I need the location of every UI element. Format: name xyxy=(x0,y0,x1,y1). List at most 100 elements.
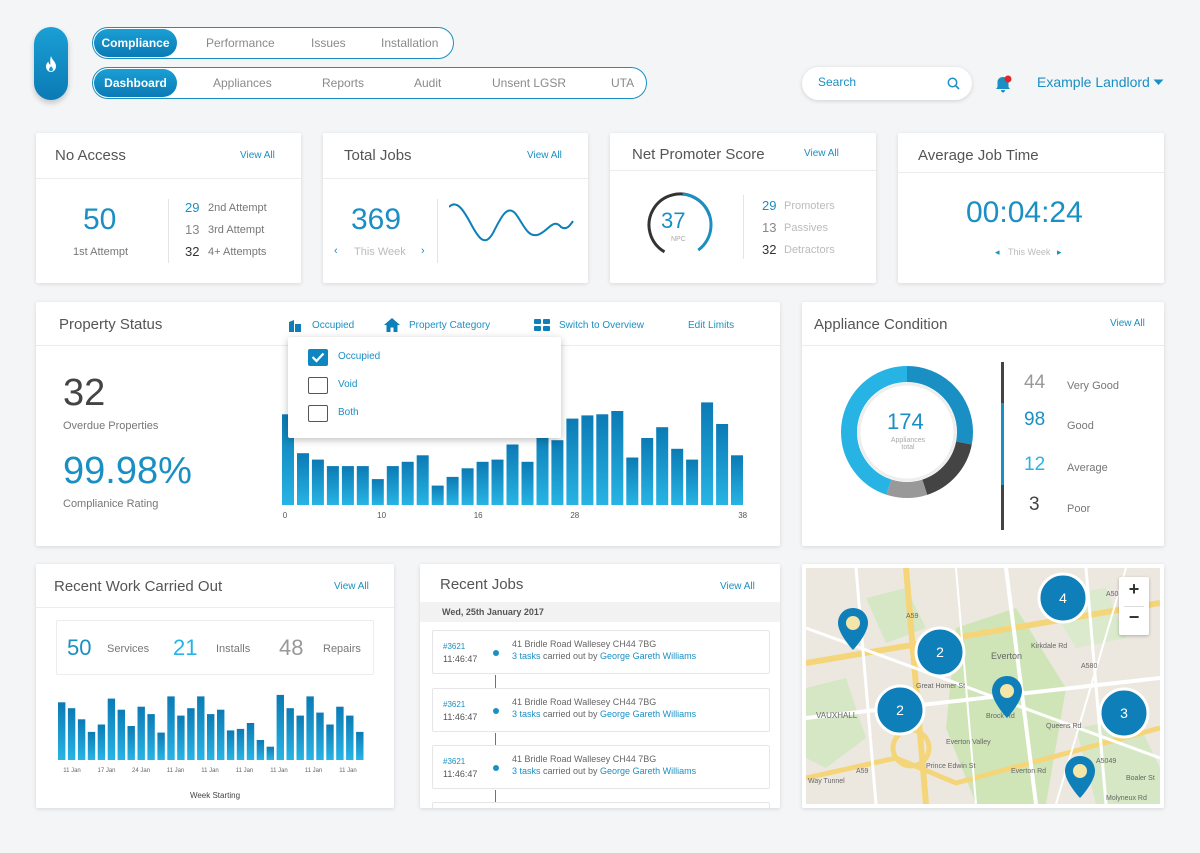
edit-limits-link[interactable]: Edit Limits xyxy=(688,320,735,331)
zoom-out-button[interactable]: − xyxy=(1128,607,1140,627)
map-label: Everton Valley xyxy=(946,739,991,746)
third-attempt-value: 13 xyxy=(185,222,200,237)
map-pin-icon[interactable] xyxy=(992,676,1022,718)
map-label: A5089 xyxy=(1106,591,1126,598)
chevron-down-icon[interactable] xyxy=(1153,79,1164,86)
card-title: Property Status xyxy=(59,316,163,333)
map-cluster[interactable]: 4 xyxy=(1037,572,1089,624)
map-label: Prince Edwin St xyxy=(926,763,975,770)
property-bar xyxy=(536,429,549,505)
search-input[interactable] xyxy=(818,75,938,89)
map-cluster[interactable]: 2 xyxy=(914,626,966,678)
map-cluster[interactable]: 2 xyxy=(874,684,926,736)
void-checkbox[interactable] xyxy=(308,377,328,394)
work-bar xyxy=(306,696,314,760)
tab-audit[interactable]: Audit xyxy=(414,76,442,90)
map-view[interactable]: Everton VAUXHALL A5089 A59 A580 Brock Rd… xyxy=(806,568,1160,804)
engineer-link[interactable]: George Gareth Williams xyxy=(600,709,697,719)
work-bar xyxy=(137,706,145,760)
card-title: Appliance Condition xyxy=(814,316,948,333)
view-all-link[interactable]: View All xyxy=(720,581,755,592)
x-tick-label: 11 Jan xyxy=(305,768,323,774)
view-all-link[interactable]: View All xyxy=(527,150,562,161)
job-item[interactable]: #3621 11:46:47 41 Bridle Road Wallesey C… xyxy=(432,630,770,674)
second-attempt-label: 2nd Attempt xyxy=(208,202,267,214)
nps-gauge xyxy=(647,192,713,258)
occupied-option[interactable]: Occupied xyxy=(338,351,381,362)
x-tick-label: 16 xyxy=(474,511,483,520)
prev-week-arrow[interactable]: ‹ xyxy=(334,245,338,257)
next-week-arrow[interactable]: › xyxy=(421,245,425,257)
tab-appliances[interactable]: Appliances xyxy=(213,76,272,90)
view-all-link[interactable]: View All xyxy=(240,150,275,161)
average-value: 12 xyxy=(1024,454,1046,475)
view-all-link[interactable]: View All xyxy=(804,148,839,159)
tab-issues[interactable]: Issues xyxy=(311,36,346,50)
job-item[interactable]: #3621 11:46:47 41 Bridle Road Wallesey C… xyxy=(432,688,770,732)
tasks-link[interactable]: 3 tasks xyxy=(512,709,541,719)
card-title: Total Jobs xyxy=(344,147,412,164)
map-pin-icon[interactable] xyxy=(838,608,868,650)
tab-unsent-lgsr[interactable]: Unsent LGSR xyxy=(492,76,567,90)
switch-overview-link[interactable]: Switch to Overview xyxy=(559,320,645,331)
tab-reports[interactable]: Reports xyxy=(322,76,365,90)
view-all-link[interactable]: View All xyxy=(1110,318,1145,329)
job-id[interactable]: #3621 xyxy=(443,700,466,709)
view-all-link[interactable]: View All xyxy=(334,581,369,592)
sub-tabs: Dashboard Appliances Reports Audit Unsen… xyxy=(92,67,647,99)
map-cluster[interactable]: 3 xyxy=(1098,687,1150,739)
nps-card: Net Promoter Score View All 37 NPC 29 Pr… xyxy=(610,133,876,283)
job-item[interactable]: #3621 11:46:47 41 Bridle Road Wallesey C… xyxy=(432,745,770,789)
map-label: Everton Rd xyxy=(1011,768,1046,775)
map-label: Boaler St xyxy=(1126,775,1155,782)
tab-performance[interactable]: Performance xyxy=(206,36,275,50)
repairs-value: 48 xyxy=(279,635,304,660)
user-menu[interactable]: Example Landlord xyxy=(1037,74,1150,90)
prev-week-arrow[interactable]: ◂ xyxy=(995,247,1000,257)
occupancy-dropdown: Occupied Void Both xyxy=(288,337,561,438)
job-item[interactable] xyxy=(432,802,770,808)
tasks-link[interactable]: 3 tasks xyxy=(512,766,541,776)
x-tick-label: 11 Jan xyxy=(167,768,185,774)
both-option[interactable]: Both xyxy=(338,407,359,418)
average-label: Average xyxy=(1067,462,1108,474)
card-title: Recent Work Carried Out xyxy=(54,578,223,595)
fourth-attempt-label: 4+ Attempts xyxy=(208,246,267,258)
app-logo[interactable] xyxy=(34,27,68,100)
job-address: 41 Bridle Road Wallesey CH44 7BG xyxy=(512,754,657,764)
property-bar xyxy=(311,459,324,505)
both-checkbox[interactable] xyxy=(308,405,328,422)
property-bar xyxy=(461,468,474,505)
x-tick-label: 11 Jan xyxy=(63,768,81,774)
job-id[interactable]: #3621 xyxy=(443,642,466,651)
property-category-filter[interactable]: Property Category xyxy=(409,320,491,331)
tab-installation[interactable]: Installation xyxy=(381,36,439,50)
appliance-condition-card: Appliance Condition View All 174 Applian… xyxy=(802,302,1164,546)
bell-icon[interactable] xyxy=(992,73,1014,95)
zoom-in-button[interactable]: + xyxy=(1128,579,1140,599)
tab-uta[interactable]: UTA xyxy=(611,76,635,90)
job-address: 41 Bridle Road Wallesey CH44 7BG xyxy=(512,639,657,649)
map-label: Great Homer St xyxy=(916,683,965,690)
work-bar xyxy=(316,712,324,760)
tasks-link[interactable]: 3 tasks xyxy=(512,651,541,661)
map-label: Queens Rd xyxy=(1046,723,1082,730)
map-zoom-control: + − xyxy=(1119,577,1149,635)
occupied-filter[interactable]: Occupied xyxy=(312,320,355,331)
tab-dashboard[interactable]: Dashboard xyxy=(94,69,177,97)
property-bar xyxy=(731,455,743,505)
search-icon[interactable] xyxy=(947,77,960,90)
map-label: A59 xyxy=(856,768,869,775)
tab-compliance[interactable]: Compliance xyxy=(94,29,177,57)
occupied-checkbox[interactable] xyxy=(308,349,328,366)
map-pin-icon[interactable] xyxy=(1065,756,1095,798)
job-id[interactable]: #3621 xyxy=(443,757,466,766)
engineer-link[interactable]: George Gareth Williams xyxy=(600,651,697,661)
engineer-link[interactable]: George Gareth Williams xyxy=(600,766,697,776)
work-bar xyxy=(276,694,284,760)
void-option[interactable]: Void xyxy=(338,379,358,390)
search-box xyxy=(802,67,972,100)
no-access-card: No Access View All 50 1st Attempt 29 2nd… xyxy=(36,133,301,283)
map-label: Molyneux Rd xyxy=(1106,795,1147,802)
next-week-arrow[interactable]: ▸ xyxy=(1057,247,1062,257)
